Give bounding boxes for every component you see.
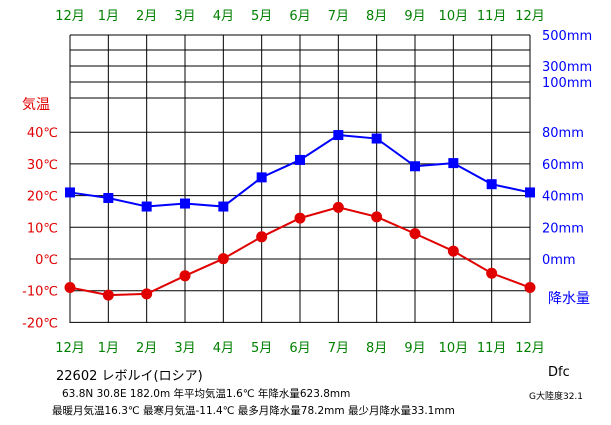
precipitation-tick-label: 300mm [542,60,592,75]
temperature-tick-label: 0℃ [35,253,58,268]
precipitation-tick-label: 100mm [542,76,592,91]
precipitation-point [103,192,114,203]
month-label-bottom: 4月 [213,341,234,356]
temperature-point [447,245,459,257]
precipitation-tick-label: 40mm [542,190,584,205]
temperature-point [409,228,421,240]
precipitation-tick-label: 0mm [542,253,576,268]
precipitation-point [65,187,75,198]
temperature-tick-label: 40℃ [27,126,58,141]
month-label-top: 8月 [366,9,387,24]
month-label-top: 4月 [213,9,234,24]
month-label-bottom: 10月 [439,341,469,356]
temperature-tick-label: -20℃ [22,316,58,331]
month-label-top: 3月 [174,9,195,24]
grid-group [69,34,531,323]
precipitation-point [486,179,497,190]
temperature-point [179,270,191,282]
temperature-axis-label: 気温 [22,97,50,113]
precipitation-point [525,187,535,198]
temperature-point [256,231,268,243]
precipitation-point [180,198,190,209]
month-label-top: 7月 [328,9,349,24]
month-label-top: 12月 [515,9,545,24]
temperature-tick-label: 30℃ [27,158,58,173]
month-label-top: 10月 [439,9,469,24]
continentality-index: G大陸度32.1 [529,392,584,402]
temperature-point [64,282,76,294]
station-line: 22602 レボルイ(ロシア) [56,365,203,384]
temperature-tick-label: 20℃ [27,190,58,205]
temperature-tick-label: -10℃ [22,285,58,300]
month-label-bottom: 6月 [289,341,310,356]
month-label-bottom: 7月 [328,341,349,356]
station-id: 22602 [56,369,98,384]
precipitation-tick-label: 60mm [542,158,584,173]
temperature-point [486,267,498,279]
month-label-bottom: 8月 [366,341,387,356]
month-label-top: 9月 [404,9,425,24]
month-label-bottom: 11月 [477,341,507,356]
stats-line-2: 最暖月気温16.3℃ 最寒月気温-11.4℃ 最多月降水量78.2mm 最少月降… [52,405,455,417]
month-label-top: 6月 [289,9,310,24]
month-label-top: 11月 [477,9,507,24]
temperature-point [371,211,383,223]
temperature-point [102,289,114,301]
precipitation-point [371,133,382,144]
temperature-tick-label: 10℃ [27,221,58,236]
temperature-point [141,288,153,300]
month-label-top: 2月 [136,9,157,24]
precipitation-tick-label: 500mm [542,29,592,44]
precipitation-point [333,130,344,141]
month-label-top: 5月 [251,9,272,24]
month-label-bottom: 3月 [174,341,195,356]
temperature-point [294,212,306,224]
temperature-point [332,201,344,213]
month-label-bottom: 12月 [515,341,545,356]
precipitation-axis-label: 降水量 [548,291,590,307]
precipitation-point [256,172,267,183]
station-name: レボルイ(ロシア) [101,369,203,384]
climate-code: Dfc [548,365,570,380]
month-label-top: 1月 [98,9,119,24]
stats-line-1: 63.8N 30.8E 182.0m 年平均気温1.6℃ 年降水量623.8mm [62,388,351,400]
precipitation-point [410,161,420,172]
precipitation-point [295,154,305,165]
month-label-bottom: 2月 [136,341,157,356]
month-label-bottom: 9月 [404,341,425,356]
precipitation-point [448,158,459,169]
precipitation-tick-label: 20mm [542,221,584,236]
month-label-bottom: 12月 [55,341,85,356]
month-label-top: 12月 [55,9,85,24]
temperature-point [217,253,229,265]
month-label-bottom: 1月 [98,341,119,356]
precipitation-tick-label: 80mm [542,126,584,141]
precipitation-point [218,201,229,212]
month-label-bottom: 5月 [251,341,272,356]
temperature-point [524,282,536,294]
precipitation-point [141,201,152,212]
